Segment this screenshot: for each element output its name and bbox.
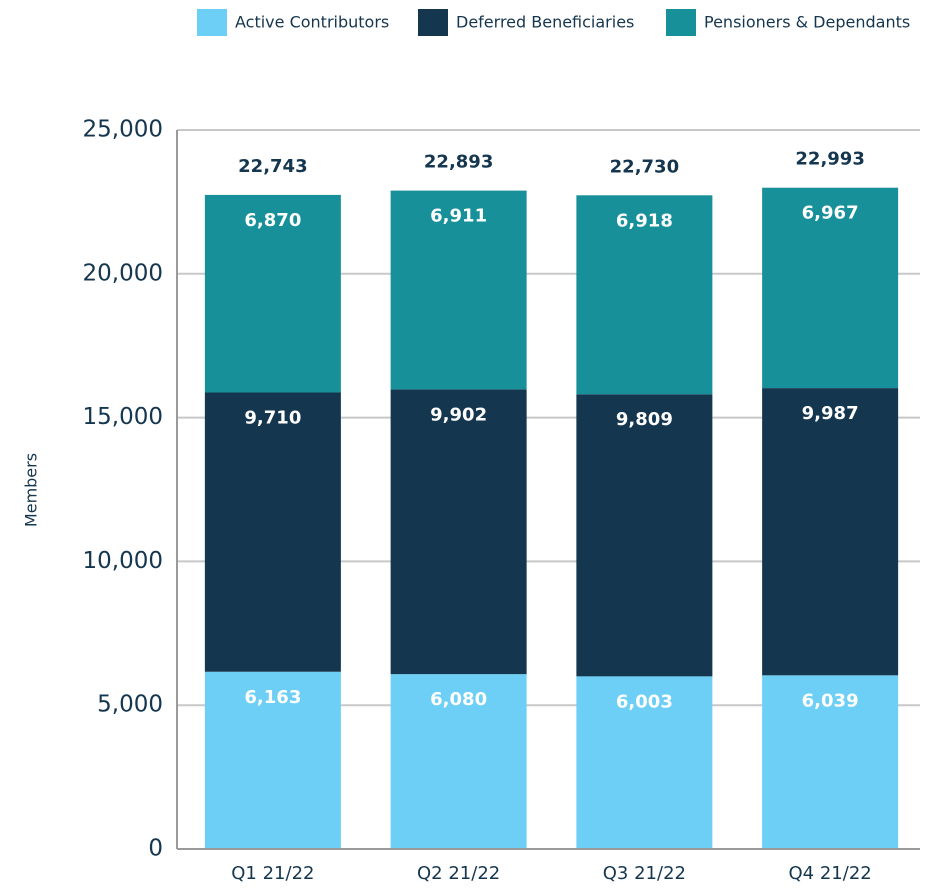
segment-label: 6,039 bbox=[802, 690, 859, 711]
bar-segment bbox=[204, 194, 341, 393]
bar-segment bbox=[576, 195, 713, 395]
bar-segment bbox=[762, 187, 899, 389]
segment-label: 6,911 bbox=[430, 206, 487, 227]
y-tick-label: 25,000 bbox=[83, 117, 163, 143]
segment-label: 9,710 bbox=[244, 407, 301, 428]
segment-label: 9,987 bbox=[802, 403, 859, 424]
x-tick-label: Q3 21/22 bbox=[603, 863, 686, 884]
legend-label: Active Contributors bbox=[235, 13, 389, 32]
legend-label: Deferred Beneficiaries bbox=[456, 13, 634, 32]
x-tick-label: Q2 21/22 bbox=[417, 863, 500, 884]
segment-label: 6,163 bbox=[244, 687, 301, 708]
legend-swatch bbox=[666, 9, 696, 36]
bar-segment bbox=[390, 389, 527, 675]
bar-segment bbox=[204, 392, 341, 672]
segment-label: 6,003 bbox=[616, 691, 673, 712]
bar-segment bbox=[576, 394, 713, 677]
bar-segment bbox=[390, 190, 527, 390]
total-label: 22,993 bbox=[795, 149, 864, 170]
legend-swatch bbox=[197, 9, 227, 36]
bar-segment bbox=[762, 675, 899, 849]
bar-segment bbox=[390, 674, 527, 849]
legend-label: Pensioners & Dependants bbox=[704, 13, 910, 32]
y-tick-label: 20,000 bbox=[83, 260, 163, 286]
total-label: 22,743 bbox=[238, 156, 307, 177]
bar-segment bbox=[762, 388, 899, 676]
segment-label: 6,870 bbox=[244, 210, 301, 231]
total-label: 22,730 bbox=[610, 156, 679, 177]
segment-label: 6,967 bbox=[802, 203, 859, 224]
total-label: 22,893 bbox=[424, 152, 493, 173]
y-axis-label: Members bbox=[22, 453, 41, 527]
x-tick-label: Q1 21/22 bbox=[231, 863, 314, 884]
y-tick-label: 0 bbox=[148, 836, 163, 862]
legend-swatch bbox=[418, 9, 448, 36]
segment-label: 6,080 bbox=[430, 689, 487, 710]
y-tick-label: 10,000 bbox=[83, 548, 163, 574]
segment-label: 6,918 bbox=[616, 210, 673, 231]
segment-label: 9,809 bbox=[616, 409, 673, 430]
bar-segment bbox=[204, 671, 341, 849]
segment-label: 9,902 bbox=[430, 404, 487, 425]
y-tick-label: 5,000 bbox=[97, 692, 163, 718]
bar-segment bbox=[576, 676, 713, 849]
y-tick-label: 15,000 bbox=[83, 404, 163, 430]
x-tick-label: Q4 21/22 bbox=[789, 863, 872, 884]
